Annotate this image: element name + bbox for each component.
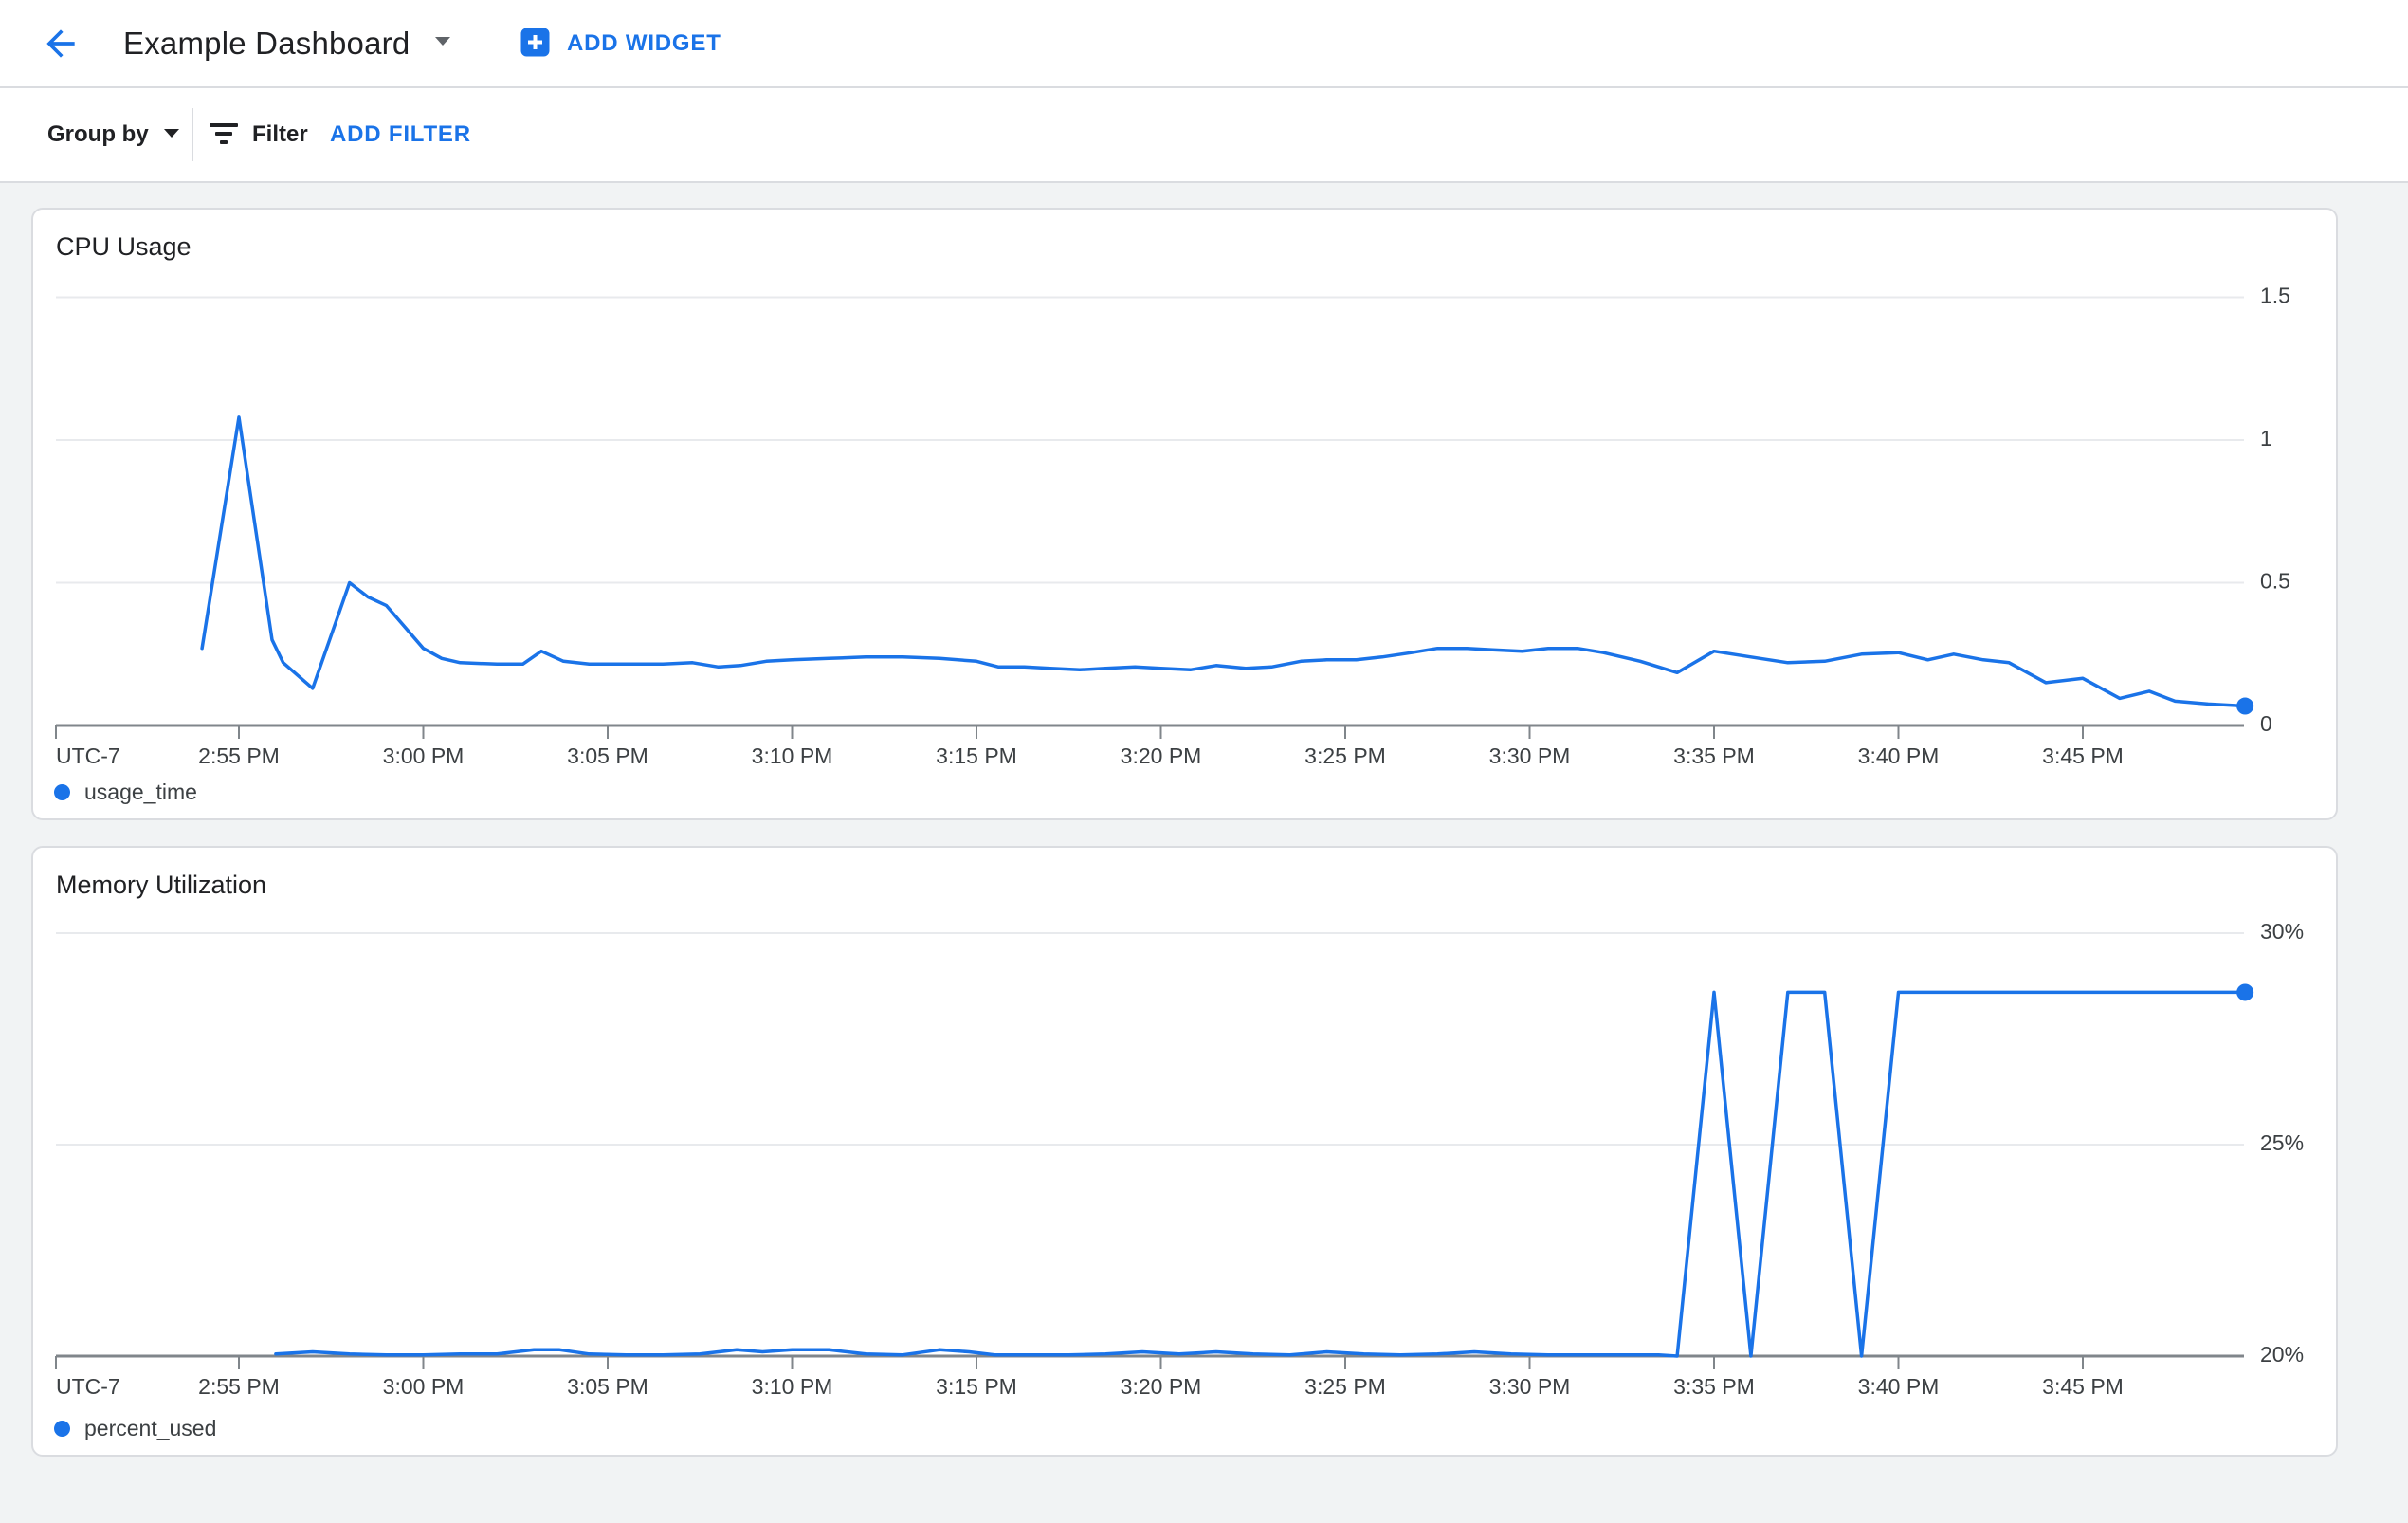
series-line (200, 415, 2247, 708)
x-tick-label: 3:15 PM (936, 743, 1017, 768)
memory-utilization-card: 20% 25% 30% UTC-7 2:55 PM 3:00 PM 3:05 PM 3:10 … (31, 846, 2338, 1457)
add-widget-button[interactable]: ADD WIDGET (520, 0, 721, 86)
x-tick-label: 3:25 PM (1304, 1374, 1386, 1399)
x-tick-label: 3:45 PM (2042, 743, 2124, 768)
arrow-back-icon (40, 29, 82, 67)
legend-dot-icon (54, 1421, 70, 1437)
x-tick-label: 3:05 PM (567, 1374, 648, 1399)
plus-box-icon (520, 28, 550, 60)
app-header: Example Dashboard ADD WIDGET (0, 0, 2408, 88)
chart-title: CPU Usage (56, 232, 192, 261)
legend-label: percent_used (84, 1416, 217, 1440)
x-tick-label: 2:55 PM (198, 743, 280, 768)
legend-label: usage_time (84, 780, 197, 804)
cpu-usage-card: 0 0.5 1 1.5 UTC-7 2:55 PM 3:00 PM 3:05 PM 3:10 P… (31, 208, 2338, 820)
legend-percent-used[interactable]: percent_used (54, 1416, 216, 1441)
group-by-label: Group by (47, 121, 149, 147)
add-filter-label: ADD FILTER (330, 121, 471, 147)
x-tick-label: 3:35 PM (1673, 1374, 1755, 1399)
x-tick-label: 3:40 PM (1858, 743, 1940, 768)
x-tick-label: 3:20 PM (1121, 743, 1202, 768)
x-tick-label: 3:00 PM (383, 1374, 465, 1399)
x-tick-label: 3:05 PM (567, 743, 648, 768)
dashboard-content: 0 0.5 1 1.5 UTC-7 2:55 PM 3:00 PM 3:05 PM 3:10 P… (0, 183, 2408, 1523)
cpu-usage-chart[interactable]: 0 0.5 1 1.5 UTC-7 2:55 PM 3:00 PM 3:05 PM 3:10 P… (33, 210, 2336, 818)
chevron-down-icon (432, 34, 453, 52)
filter-label: Filter (252, 121, 308, 147)
back-button[interactable] (40, 23, 82, 64)
chevron-down-icon (162, 127, 181, 142)
add-widget-label: ADD WIDGET (567, 29, 721, 56)
timezone-label: UTC-7 (56, 1374, 120, 1399)
x-tick-label: 3:00 PM (383, 743, 465, 768)
x-tick-label: 3:45 PM (2042, 1374, 2124, 1399)
x-tick-label: 3:40 PM (1858, 1374, 1940, 1399)
series-line (274, 990, 2247, 1358)
y-tick-label: 0 (2260, 711, 2272, 736)
series-end-dot (2236, 983, 2254, 1001)
x-tick-label: 3:10 PM (752, 1374, 833, 1399)
x-tick-label: 3:15 PM (936, 1374, 1017, 1399)
x-tick-label: 3:25 PM (1304, 743, 1386, 768)
legend-usage-time[interactable]: usage_time (54, 780, 197, 805)
add-filter-button[interactable]: ADD FILTER (330, 88, 471, 181)
x-tick-label: 3:10 PM (752, 743, 833, 768)
y-tick-label: 1.5 (2260, 284, 2290, 308)
y-tick-label: 0.5 (2260, 569, 2290, 594)
y-tick-label: 1 (2260, 426, 2272, 450)
filter-list-icon (209, 121, 239, 149)
toolbar-divider (192, 108, 193, 161)
timezone-label: UTC-7 (56, 743, 120, 768)
dashboard-title-menu[interactable]: Example Dashboard (123, 0, 453, 86)
y-tick-label: 20% (2260, 1342, 2304, 1367)
x-tick-label: 3:30 PM (1489, 743, 1571, 768)
x-tick-label: 3:20 PM (1121, 1374, 1202, 1399)
series-end-dot (2236, 697, 2254, 715)
x-tick-label: 2:55 PM (198, 1374, 280, 1399)
chart-title: Memory Utilization (56, 871, 267, 899)
memory-utilization-chart[interactable]: 20% 25% 30% UTC-7 2:55 PM 3:00 PM 3:05 PM 3:10 … (33, 848, 2336, 1455)
group-by-button[interactable]: Group by (47, 88, 181, 181)
filter-button[interactable]: Filter (209, 88, 308, 181)
x-tick-label: 3:35 PM (1673, 743, 1755, 768)
legend-dot-icon (54, 784, 70, 800)
x-tick-label: 3:30 PM (1489, 1374, 1571, 1399)
page-title: Example Dashboard (123, 25, 410, 61)
filter-toolbar: Group by Filter ADD FILTER (0, 88, 2408, 183)
y-tick-label: 25% (2260, 1130, 2304, 1155)
y-tick-label: 30% (2260, 919, 2304, 944)
